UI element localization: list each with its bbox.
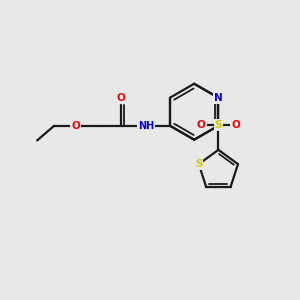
Text: O: O — [71, 121, 80, 131]
Text: O: O — [231, 120, 240, 130]
Text: S: S — [195, 159, 202, 169]
Text: NH: NH — [138, 121, 154, 131]
Text: O: O — [197, 120, 206, 130]
Text: S: S — [214, 120, 222, 130]
Text: N: N — [214, 93, 223, 103]
Text: O: O — [116, 93, 125, 103]
